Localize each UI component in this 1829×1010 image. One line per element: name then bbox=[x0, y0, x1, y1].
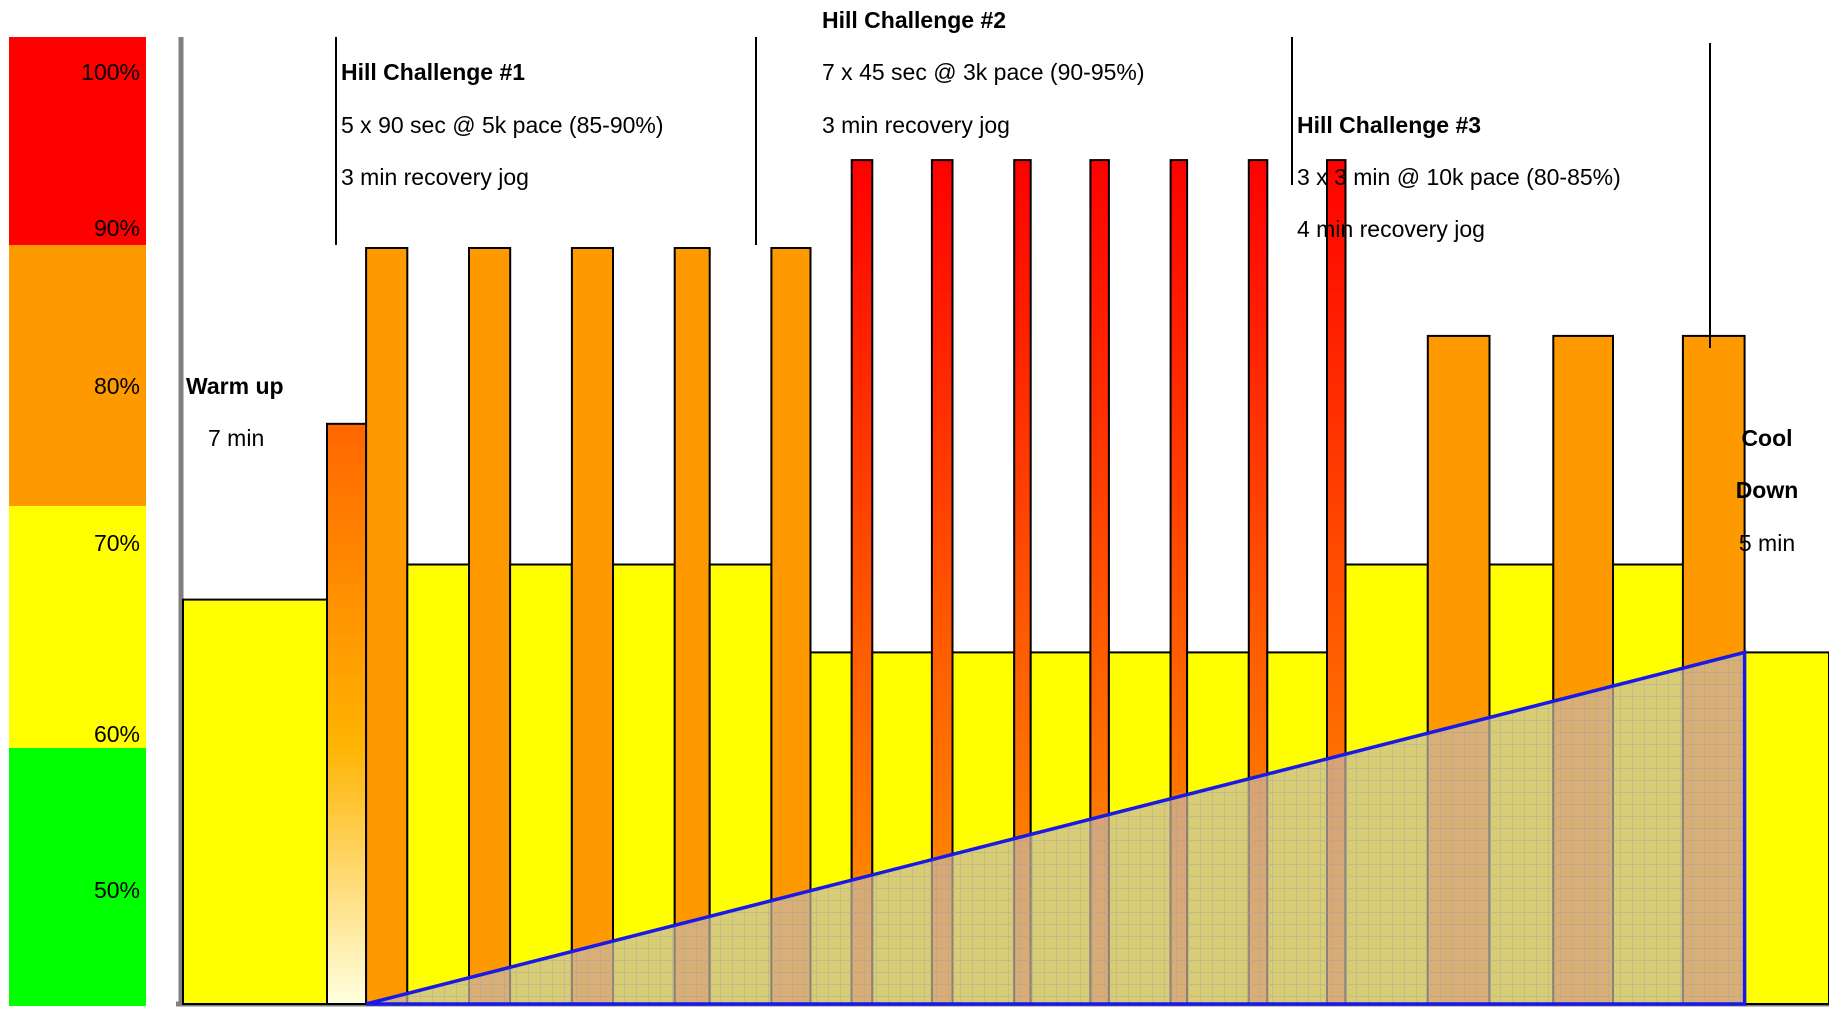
segment-bar-5 bbox=[468, 247, 512, 1005]
hill3-title: Hill Challenge #3 bbox=[1297, 112, 1481, 138]
intensity-scale: 100% 90% 80% 70% 60% 50% bbox=[9, 37, 146, 1006]
scale-label-70: 70% bbox=[94, 530, 140, 556]
segment-bar-9 bbox=[673, 247, 711, 1005]
hill2-line1: 7 x 45 sec @ 3k pace (90-95%) bbox=[822, 59, 1145, 85]
segment-bar-3 bbox=[365, 247, 409, 1005]
cooldown-title-2: Down bbox=[1736, 477, 1799, 503]
scale-label-100: 100% bbox=[81, 59, 140, 85]
band-red bbox=[9, 37, 146, 245]
hill1-line2: 3 min recovery jog bbox=[341, 164, 529, 190]
hill2-title: Hill Challenge #2 bbox=[822, 7, 1006, 33]
segment-bar-7 bbox=[570, 247, 615, 1005]
cooldown-title-1: Cool bbox=[1741, 425, 1792, 451]
cooldown-duration: 5 min bbox=[1739, 530, 1795, 556]
elevation-profile bbox=[365, 650, 1747, 1006]
segment-bar-2 bbox=[326, 422, 368, 1005]
hill3-line1: 3 x 3 min @ 10k pace (80-85%) bbox=[1297, 164, 1621, 190]
hill1-line1: 5 x 90 sec @ 5k pace (85-90%) bbox=[341, 112, 664, 138]
elevation-outline bbox=[365, 650, 1747, 1006]
hill3-line2: 4 min recovery jog bbox=[1297, 216, 1485, 242]
band-green bbox=[9, 748, 146, 1006]
scale-label-80: 80% bbox=[94, 373, 140, 399]
segment-bar-4 bbox=[406, 563, 470, 1005]
segment-bar-6 bbox=[509, 563, 573, 1005]
scale-label-50: 50% bbox=[94, 877, 140, 903]
band-yellow bbox=[9, 506, 146, 748]
warmup-title: Warm up bbox=[186, 373, 284, 399]
scale-label-60: 60% bbox=[94, 721, 140, 747]
segment-bar-32 bbox=[1743, 651, 1829, 1006]
hill1-title: Hill Challenge #1 bbox=[341, 59, 525, 85]
annotations: Warm up 7 min Hill Challenge #1 5 x 90 s… bbox=[186, 7, 1798, 556]
section-dividers bbox=[335, 37, 1711, 348]
segment-bar-11 bbox=[770, 247, 812, 1005]
segment-bar-1 bbox=[182, 598, 328, 1005]
warmup-duration: 7 min bbox=[208, 425, 264, 451]
scale-label-90: 90% bbox=[94, 215, 140, 241]
hill2-line2: 3 min recovery jog bbox=[822, 112, 1010, 138]
band-orange bbox=[9, 245, 146, 506]
